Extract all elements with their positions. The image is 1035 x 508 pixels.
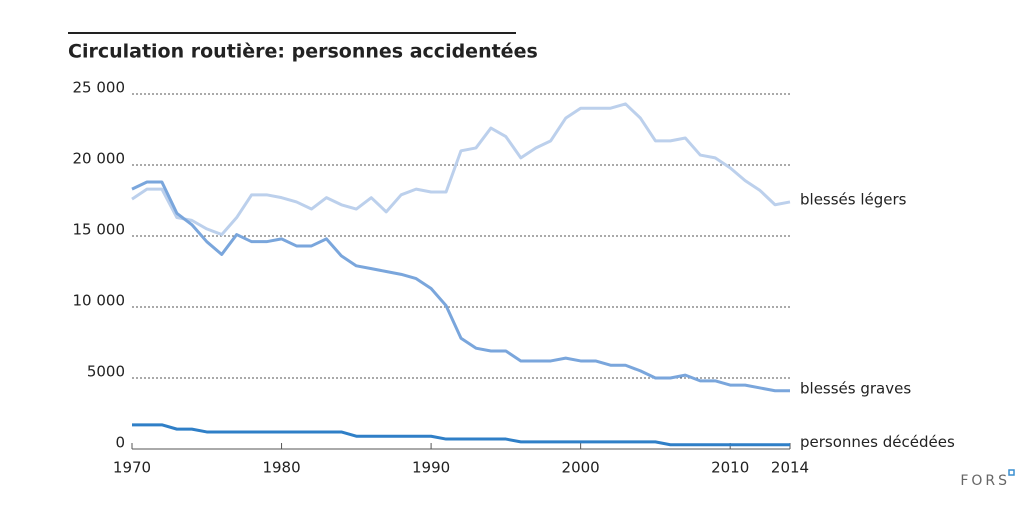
y-tick-label: 10 000	[73, 292, 126, 310]
x-tick-label: 2010	[711, 459, 749, 477]
x-tick-label: 1990	[412, 459, 450, 477]
x-tick-label: 2014	[771, 459, 809, 477]
y-tick-label: 20 000	[73, 150, 126, 168]
series-line	[131, 102, 791, 237]
source-logo: FORS	[960, 473, 1010, 489]
series-label: blessés graves	[800, 379, 911, 397]
y-tick-label: 25 000	[73, 79, 126, 97]
x-tick-label: 1970	[113, 459, 151, 477]
series-label: personnes décédées	[800, 433, 955, 451]
y-tick-label: 5000	[87, 363, 125, 381]
y-tick-label: 0	[115, 434, 125, 452]
x-tick-label: 1980	[262, 459, 300, 477]
x-tick-label: 2000	[562, 459, 600, 477]
series-label: blessés légers	[800, 190, 907, 208]
series-line	[132, 423, 790, 447]
series-line	[131, 180, 790, 393]
logo-mark	[1008, 469, 1015, 476]
y-tick-label: 15 000	[73, 221, 126, 239]
chart-title: Circulation routière: personnes accident…	[68, 41, 538, 63]
